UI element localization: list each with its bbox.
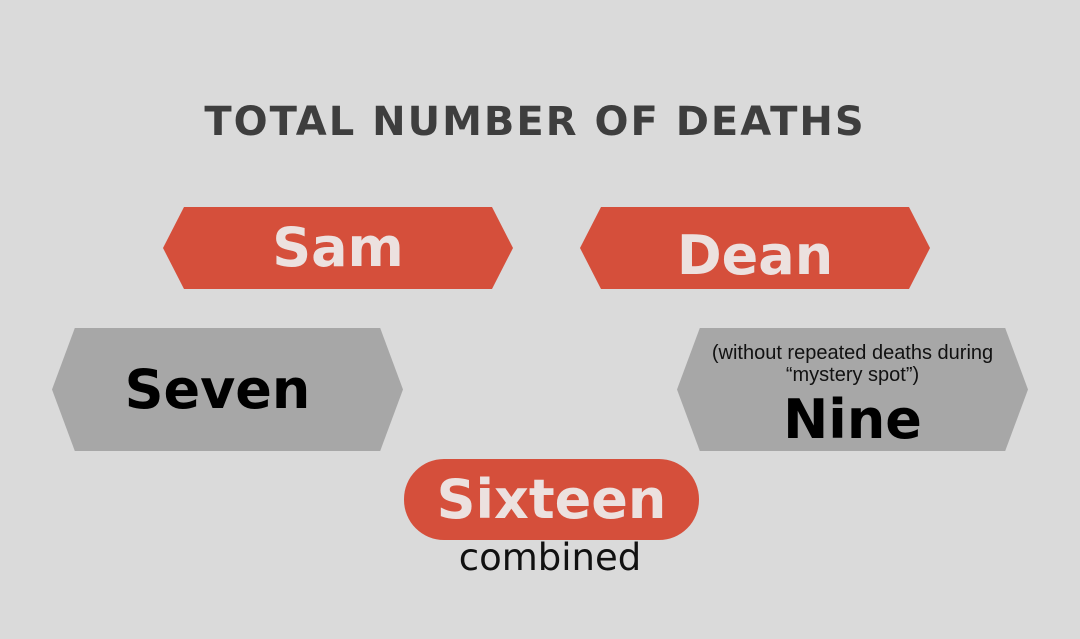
dean-name-banner: Dean [580,207,930,289]
dean-count-box: (without repeated deaths during “mystery… [677,328,1028,451]
page-title: TOTAL NUMBER OF DEATHS [204,99,866,145]
sam-name-banner: Sam [163,207,513,289]
sam-name-label: Sam [272,216,404,279]
sam-count-box: Seven [52,328,403,451]
dean-name-label: Dean [676,224,834,287]
dean-count-label: Nine [783,388,922,451]
sam-count-label: Seven [124,357,311,421]
total-count-label: Sixteen [436,467,667,531]
total-caption: combined [458,536,642,579]
dean-count-note: (without repeated deaths during “mystery… [711,342,994,386]
total-count-pill: Sixteen [404,459,699,540]
